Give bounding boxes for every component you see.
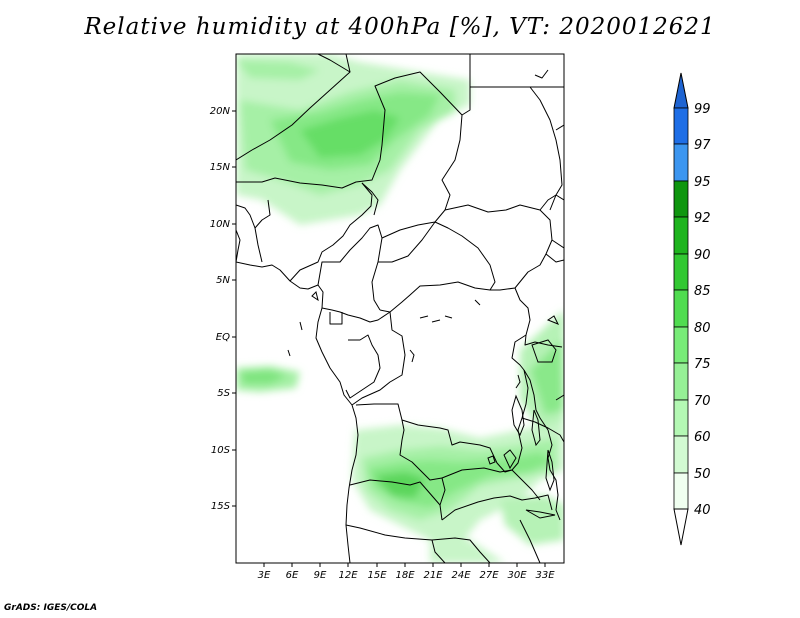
lon-label: 24E	[451, 570, 471, 581]
lon-label: 3E	[258, 570, 271, 581]
lon-label: 15E	[367, 570, 387, 581]
lat-label: 5S	[217, 388, 230, 399]
colorbar: 99 97 95 92 90 85 80 75 70 60 50 40	[673, 72, 711, 546]
colorbar-segment	[673, 143, 689, 182]
colorbar-label: 75	[694, 357, 711, 372]
colorbar-label: 40	[694, 503, 711, 518]
grads-credit: GrADS: IGES/COLA	[4, 603, 98, 613]
lon-label: 6E	[286, 570, 299, 581]
colorbar-label: 85	[694, 284, 711, 299]
lon-label: 12E	[338, 570, 358, 581]
colorbar-segment	[673, 289, 689, 328]
colorbar-segment	[673, 472, 689, 510]
lon-label: 27E	[479, 570, 499, 581]
colorbar-label: 99	[694, 102, 711, 117]
lon-label: 18E	[395, 570, 415, 581]
humidity-shading	[236, 54, 564, 563]
lat-axis: 20N 15N 10N 5N EQ 5S 10S 15S	[210, 106, 236, 512]
lon-label: 33E	[535, 570, 555, 581]
lat-label: 5N	[216, 275, 230, 286]
lat-label: 15N	[210, 162, 231, 173]
colorbar-segment	[673, 362, 689, 401]
lat-label: EQ	[216, 332, 230, 343]
lon-label: 9E	[314, 570, 327, 581]
lon-label: 21E	[423, 570, 443, 581]
colorbar-label: 95	[694, 175, 711, 190]
lat-label: 10N	[210, 219, 231, 230]
colorbar-label: 50	[694, 467, 711, 482]
colorbar-segment	[673, 435, 689, 474]
colorbar-label: 97	[694, 138, 711, 153]
colorbar-label: 60	[694, 430, 711, 445]
colorbar-label: 70	[694, 394, 711, 409]
colorbar-top-arrow	[673, 72, 689, 109]
lon-axis: 3E 6E 9E 12E 15E 18E 21E 24E 27E 30E 33E	[258, 563, 555, 581]
colorbar-segment	[673, 180, 689, 218]
colorbar-segment	[673, 107, 689, 145]
colorbar-segment	[673, 326, 689, 364]
lakes	[287, 291, 560, 519]
colorbar-segment	[673, 399, 689, 437]
colorbar-segment	[673, 253, 689, 291]
country-borders	[236, 54, 564, 563]
map-frame	[235, 53, 565, 564]
lon-label: 30E	[507, 570, 527, 581]
colorbar-label: 80	[694, 321, 711, 336]
map-title: Relative humidity at 400hPa [%], VT: 202…	[84, 14, 716, 40]
colorbar-bottom-arrow	[673, 508, 689, 546]
lat-label: 20N	[210, 106, 231, 117]
lat-label: 10S	[211, 445, 231, 456]
lat-label: 15S	[211, 501, 231, 512]
colorbar-label: 92	[694, 211, 711, 226]
colorbar-label: 90	[694, 248, 711, 263]
colorbar-segment	[673, 216, 689, 255]
